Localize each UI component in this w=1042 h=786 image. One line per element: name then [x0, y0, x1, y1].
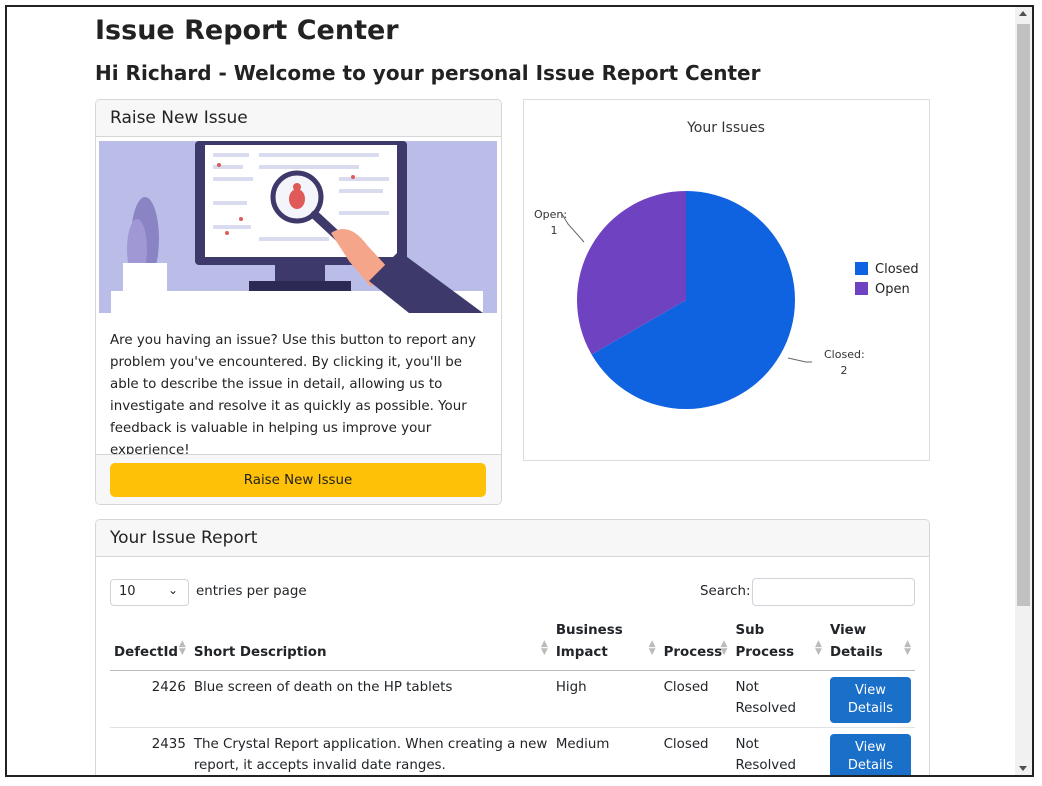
search-input[interactable]: [752, 578, 915, 606]
pie-slice-open[interactable]: [577, 191, 686, 355]
slice-label-leader-line: [787, 357, 812, 363]
column-header-defectid[interactable]: DefectId ▲ ▼: [110, 616, 190, 671]
table-row: 2426 Blue screen of death on the HP tabl…: [110, 670, 915, 728]
column-header-sub-process[interactable]: Sub Process ▲ ▼: [731, 616, 826, 671]
cell-defect-id: 2426: [110, 670, 190, 728]
raise-new-issue-button[interactable]: Raise New Issue: [110, 463, 486, 497]
issues-pie-chart: Your Issues Closed: 2 Open: 1 Closed Open: [534, 120, 919, 409]
table-row: 2435 The Crystal Report application. Whe…: [110, 727, 915, 775]
cell-view-details: View Details: [825, 670, 915, 728]
sort-icon: ▲ ▼: [648, 639, 656, 657]
page-greeting: Hi Richard - Welcome to your personal Is…: [95, 61, 761, 85]
view-details-button[interactable]: View Details: [829, 677, 911, 723]
vertical-scrollbar[interactable]: [1015, 7, 1032, 775]
bug-search-illustration: [99, 141, 497, 313]
sort-icon: ▲ ▼: [540, 639, 548, 657]
cell-business-impact: High: [551, 670, 660, 728]
pie-slice-closed[interactable]: [591, 191, 795, 409]
entries-per-page-value: 10: [119, 584, 136, 599]
page-title: Issue Report Center: [95, 15, 399, 46]
cell-sub-process: Not Resolved: [731, 670, 826, 728]
slice-label-name: Closed:: [824, 348, 865, 361]
cell-view-details: View Details: [825, 727, 915, 775]
cell-process: Closed: [659, 727, 732, 775]
chart-title: Your Issues: [686, 120, 765, 136]
chevron-down-icon: ⌄: [167, 583, 178, 597]
issue-report-table: DefectId ▲ ▼ Short Description ▲ ▼ Business …: [110, 616, 915, 775]
search-label: Search:: [700, 584, 751, 599]
issue-report-card-header: Your Issue Report: [96, 520, 929, 557]
column-header-process[interactable]: Process ▲ ▼: [659, 616, 732, 671]
column-header-business-impact[interactable]: Business Impact ▲ ▼: [551, 616, 660, 671]
slice-label-value: 2: [841, 364, 848, 377]
raise-issue-card-header: Raise New Issue: [96, 100, 501, 137]
slice-label-value: 1: [551, 224, 558, 237]
scroll-up-icon[interactable]: [1019, 11, 1027, 16]
slice-label-leader-line: [561, 213, 585, 243]
cell-sub-process: Not Resolved: [731, 727, 826, 775]
scroll-down-icon[interactable]: [1019, 766, 1027, 771]
table-controls: 10 ⌄ entries per page Search:: [110, 578, 915, 606]
sort-icon: ▲ ▼: [904, 639, 911, 657]
entries-per-page-select[interactable]: 10 ⌄: [110, 579, 189, 606]
sort-icon: ▲ ▼: [720, 639, 728, 657]
entries-per-page-label: entries per page: [196, 584, 307, 599]
column-header-short-description[interactable]: Short Description ▲ ▼: [189, 616, 552, 671]
cell-short-description: Blue screen of death on the HP tablets: [189, 670, 552, 728]
legend-swatch: [855, 282, 868, 295]
cell-defect-id: 2435: [110, 727, 190, 775]
column-header-view-details[interactable]: View Details ▲ ▼: [825, 616, 915, 671]
view-details-button[interactable]: View Details: [829, 734, 911, 775]
legend-label[interactable]: Open: [875, 282, 910, 297]
scrollbar-thumb[interactable]: [1017, 24, 1030, 606]
raise-issue-card: Raise New Issue: [95, 99, 502, 505]
raise-issue-card-footer: Raise New Issue: [96, 454, 501, 504]
browser-frame: Issue Report Center Hi Richard - Welcome…: [5, 5, 1034, 777]
cell-process: Closed: [659, 670, 732, 728]
cell-short-description: The Crystal Report application. When cre…: [189, 727, 552, 775]
sort-icon: ▲ ▼: [178, 639, 186, 657]
legend-swatch: [855, 262, 868, 275]
raise-issue-description: Are you having an issue? Use this button…: [110, 333, 476, 458]
issues-chart: Your Issues Closed: 2 Open: 1 Closed Open: [523, 99, 930, 461]
legend-label[interactable]: Closed: [875, 262, 919, 277]
slice-label-name: Open:: [534, 208, 567, 221]
sort-icon: ▲ ▼: [815, 639, 822, 657]
issue-report-card: Your Issue Report 10 ⌄ entries per page …: [95, 519, 930, 775]
table-header-row: DefectId ▲ ▼ Short Description ▲ ▼ Business …: [110, 616, 915, 671]
cell-business-impact: Medium: [551, 727, 660, 775]
